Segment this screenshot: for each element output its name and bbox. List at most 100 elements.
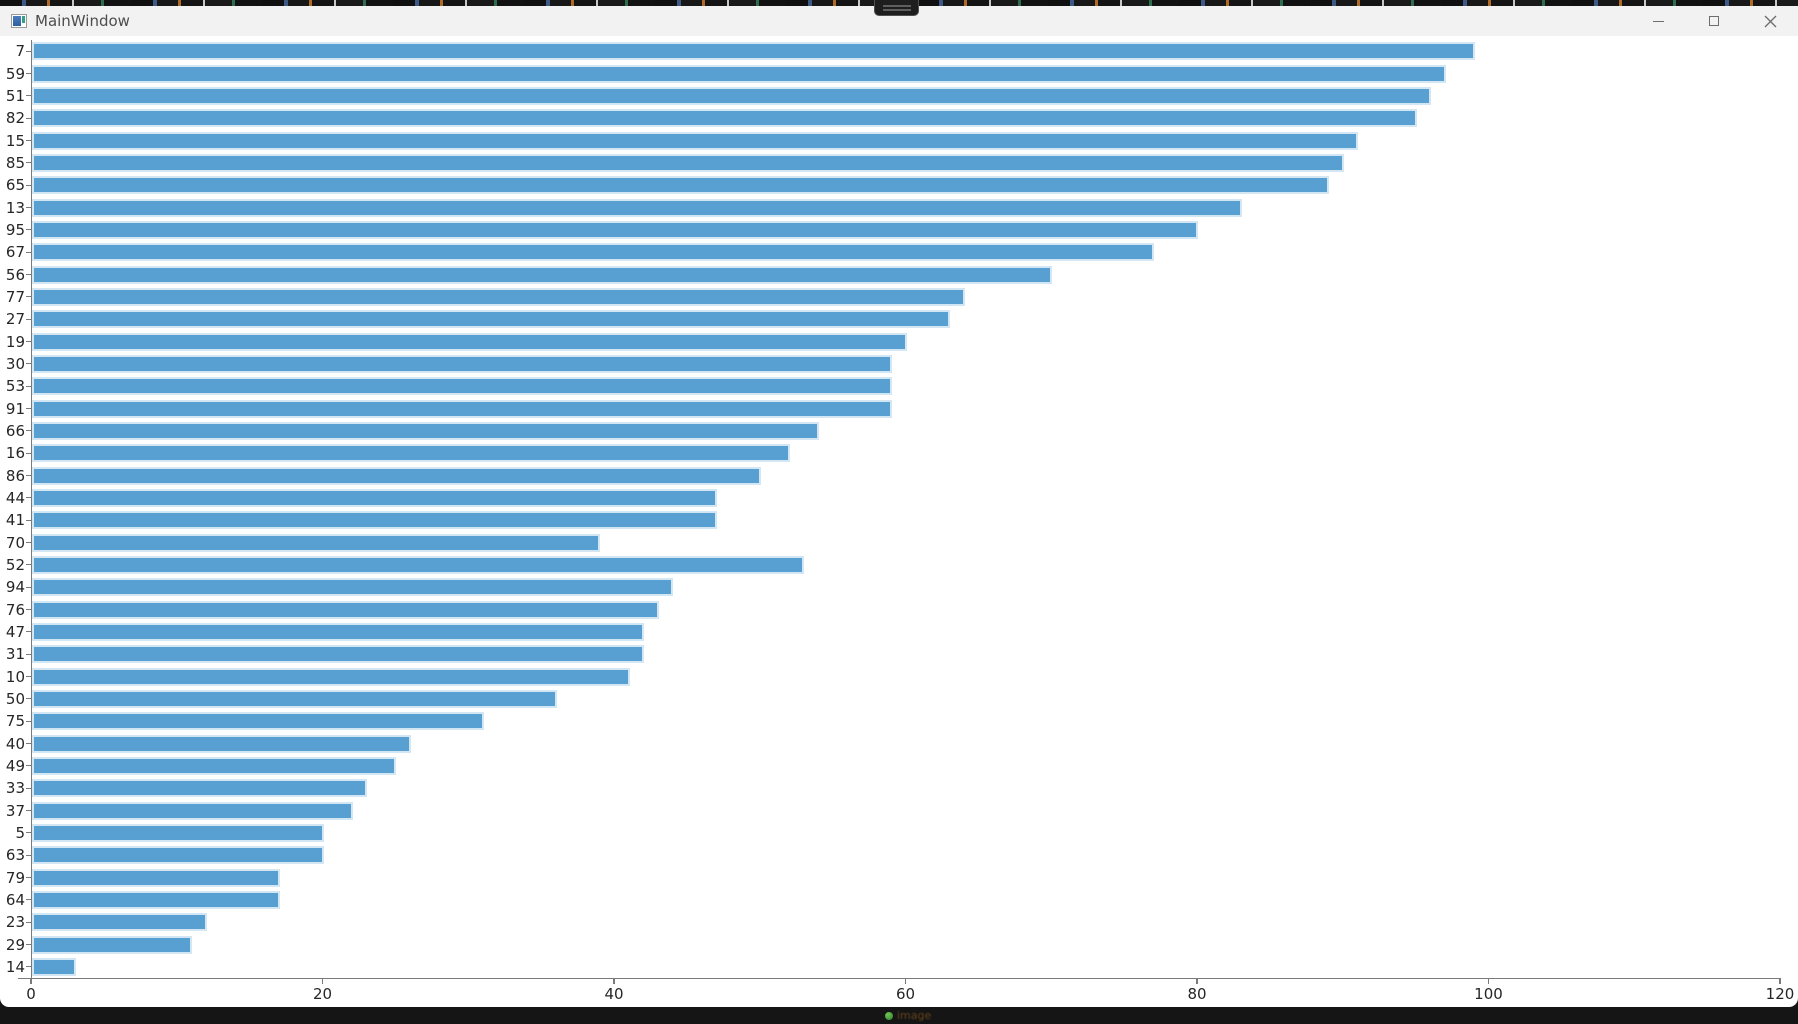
bar (32, 868, 280, 887)
screen-share-handle[interactable] (874, 0, 919, 16)
bar (32, 466, 761, 485)
y-tick-label: 40 (5, 734, 25, 753)
y-tick-label: 33 (5, 779, 25, 798)
bar (32, 511, 718, 530)
bar (32, 42, 1475, 61)
bar (32, 667, 630, 686)
y-tick (26, 206, 31, 209)
y-tick (26, 653, 31, 655)
bar (32, 109, 1417, 128)
y-tick (26, 363, 31, 365)
y-tick-label: 76 (5, 600, 25, 619)
bar (32, 801, 353, 820)
bar (32, 957, 76, 976)
bar (32, 310, 951, 329)
taskbar-hint-text: image (897, 1009, 932, 1022)
y-tick (26, 251, 31, 253)
y-tick-label: 19 (5, 332, 25, 351)
y-tick-label: 5 (15, 823, 25, 842)
bar (32, 198, 1242, 217)
bar (32, 846, 324, 865)
bar (32, 64, 1446, 83)
y-tick (26, 586, 31, 588)
bar (32, 823, 324, 842)
y-tick (26, 631, 31, 633)
y-tick-label: 67 (5, 243, 25, 262)
x-tick (613, 978, 615, 984)
y-tick (26, 854, 31, 856)
y-tick-label: 86 (5, 466, 25, 485)
y-tick (26, 809, 31, 812)
x-tick-label: 100 (1474, 985, 1503, 1003)
x-tick (30, 978, 32, 984)
y-tick-label: 65 (5, 176, 25, 195)
y-tick (26, 832, 31, 834)
y-tick (26, 497, 31, 499)
bar (32, 555, 805, 574)
y-tick-label: 49 (5, 756, 25, 775)
y-tick-label: 64 (5, 890, 25, 909)
y-tick-label: 30 (5, 354, 25, 373)
y-tick-label: 77 (5, 287, 25, 306)
y-tick-label: 16 (5, 444, 25, 463)
y-tick (26, 340, 31, 343)
bar (32, 488, 718, 507)
bar (32, 332, 907, 351)
y-tick-label: 91 (5, 399, 25, 418)
close-button[interactable] (1742, 6, 1798, 36)
bar (32, 86, 1432, 105)
y-tick-label: 47 (5, 622, 25, 641)
y-tick (26, 273, 31, 276)
grip-line (882, 4, 911, 7)
bar (32, 935, 193, 954)
y-tick-label: 7 (15, 42, 25, 61)
y-tick (26, 162, 31, 164)
bar (32, 712, 484, 731)
main-window: 7 59 51 82 15 85 65 13 95 67 56 77 27 19 30 53 91 66 16 86 4… (0, 6, 1798, 1007)
bar (32, 645, 645, 664)
y-tick (26, 474, 31, 477)
y-tick (26, 943, 31, 946)
maximize-button[interactable] (1686, 6, 1742, 36)
y-tick (26, 564, 31, 566)
x-tick-label: 80 (1187, 985, 1207, 1003)
y-tick (26, 921, 31, 923)
bar (32, 444, 790, 463)
y-tick (26, 675, 31, 678)
bar (32, 176, 1330, 195)
y-tick (26, 742, 31, 745)
x-tick (321, 978, 324, 984)
y-tick (26, 899, 31, 901)
x-tick-label: 60 (895, 985, 916, 1003)
minimize-button[interactable] (1630, 6, 1686, 36)
y-tick-label: 13 (5, 198, 25, 217)
y-tick-label: 85 (5, 153, 25, 172)
x-tick (904, 978, 907, 984)
bar (32, 354, 892, 373)
close-icon (1764, 15, 1776, 27)
y-tick (26, 229, 31, 231)
y-tick (26, 720, 31, 722)
y-tick (26, 787, 31, 789)
y-tick-label: 51 (5, 86, 25, 105)
x-tick-label: 20 (312, 985, 333, 1003)
y-tick-label: 29 (5, 935, 25, 954)
bar (32, 287, 965, 306)
maximize-icon (1709, 16, 1719, 26)
bar (32, 421, 820, 440)
bar (32, 377, 892, 396)
app-icon-part (21, 16, 22, 26)
x-axis-line (18, 978, 1780, 980)
y-tick-label: 23 (5, 913, 25, 932)
y-tick-label: 56 (5, 265, 25, 284)
y-tick-label: 75 (5, 712, 25, 731)
bar (32, 533, 601, 552)
y-tick (26, 608, 31, 611)
bar (32, 600, 659, 619)
y-tick (26, 452, 31, 454)
y-tick (26, 318, 31, 320)
y-tick (26, 296, 31, 298)
y-tick (26, 519, 31, 521)
y-tick (26, 385, 31, 387)
